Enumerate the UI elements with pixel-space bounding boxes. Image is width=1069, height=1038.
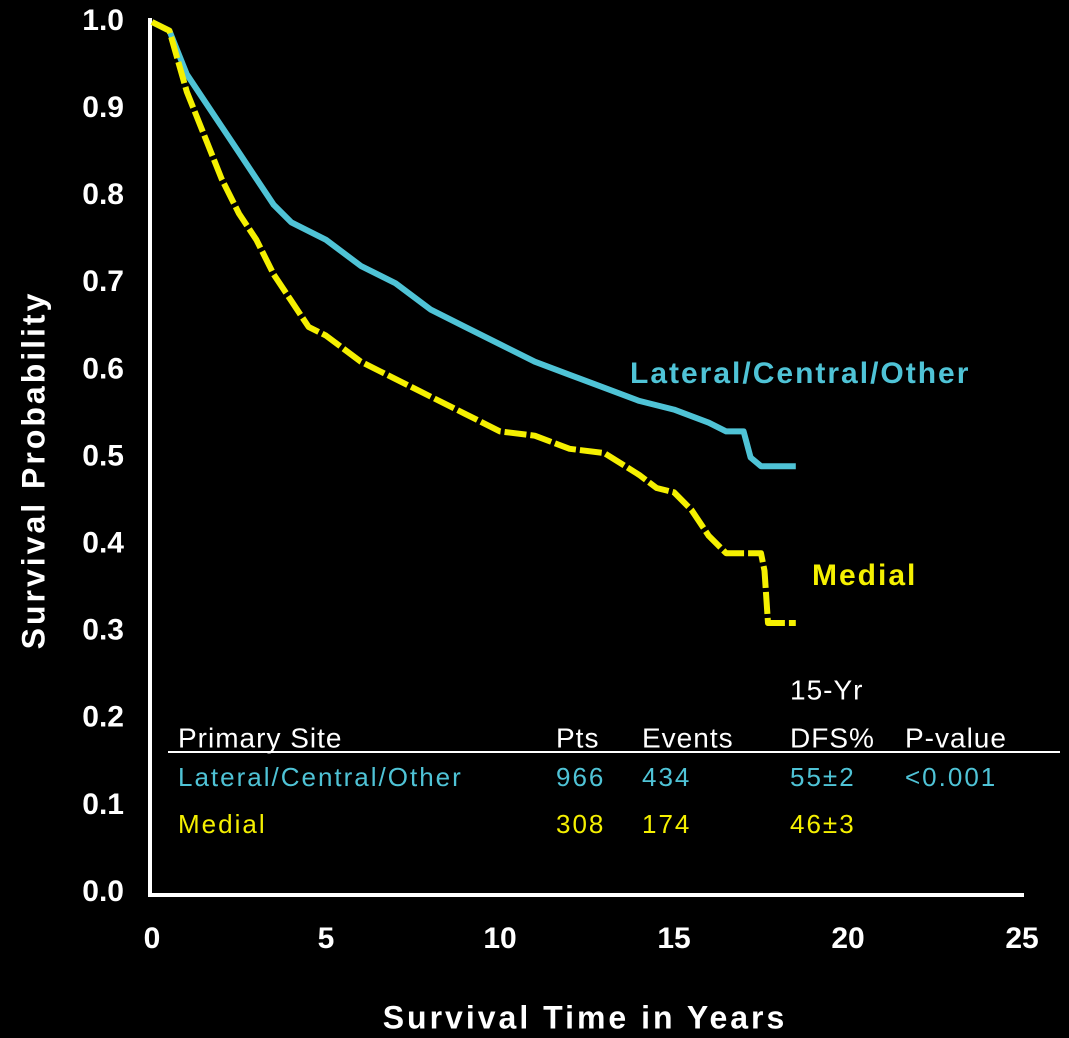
table-header: P-value [905,722,1007,753]
y-axis-title: Survival Probability [15,291,51,650]
x-tick-label: 15 [657,922,690,955]
y-tick-label: 0.4 [82,527,124,560]
y-tick-label: 1.0 [82,4,124,37]
table-cell: 174 [642,809,691,839]
x-tick-label: 10 [483,922,516,955]
table-header: Pts [556,722,599,753]
table-cell: 434 [642,762,691,792]
x-tick-label: 20 [831,922,864,955]
table-header: 15-Yr [790,674,863,705]
x-tick-label: 5 [318,922,335,955]
survival-curve [150,19,796,470]
y-tick-label: 0.7 [82,265,124,298]
table-cell: 308 [556,809,605,839]
curve-label: Medial [812,559,917,592]
x-tick-label: 25 [1005,922,1038,955]
y-tick-label: 0.8 [82,178,124,211]
y-tick-label: 0.9 [82,91,124,124]
y-tick-label: 0.3 [82,614,124,647]
x-tick-label: 0 [144,922,161,955]
table-cell: 55±2 [790,762,856,792]
table-header: Primary Site [178,722,342,753]
y-tick-label: 0.1 [82,788,124,821]
y-tick-label: 0.5 [82,439,124,472]
table-header: Events [642,722,734,753]
y-tick-label: 0.6 [82,352,124,385]
y-tick-label: 0.0 [82,875,124,908]
x-axis-title: Survival Time in Years [383,999,788,1035]
table-cell: 46±3 [790,809,856,839]
survival-curve [150,19,796,626]
table-cell: <0.001 [905,762,997,792]
table-header: DFS% [790,722,875,753]
table-cell: Medial [178,809,267,839]
y-tick-label: 0.2 [82,701,124,734]
table-cell: 966 [556,762,605,792]
curve-label: Lateral/Central/Other [630,357,970,390]
table-cell: Lateral/Central/Other [178,762,463,792]
